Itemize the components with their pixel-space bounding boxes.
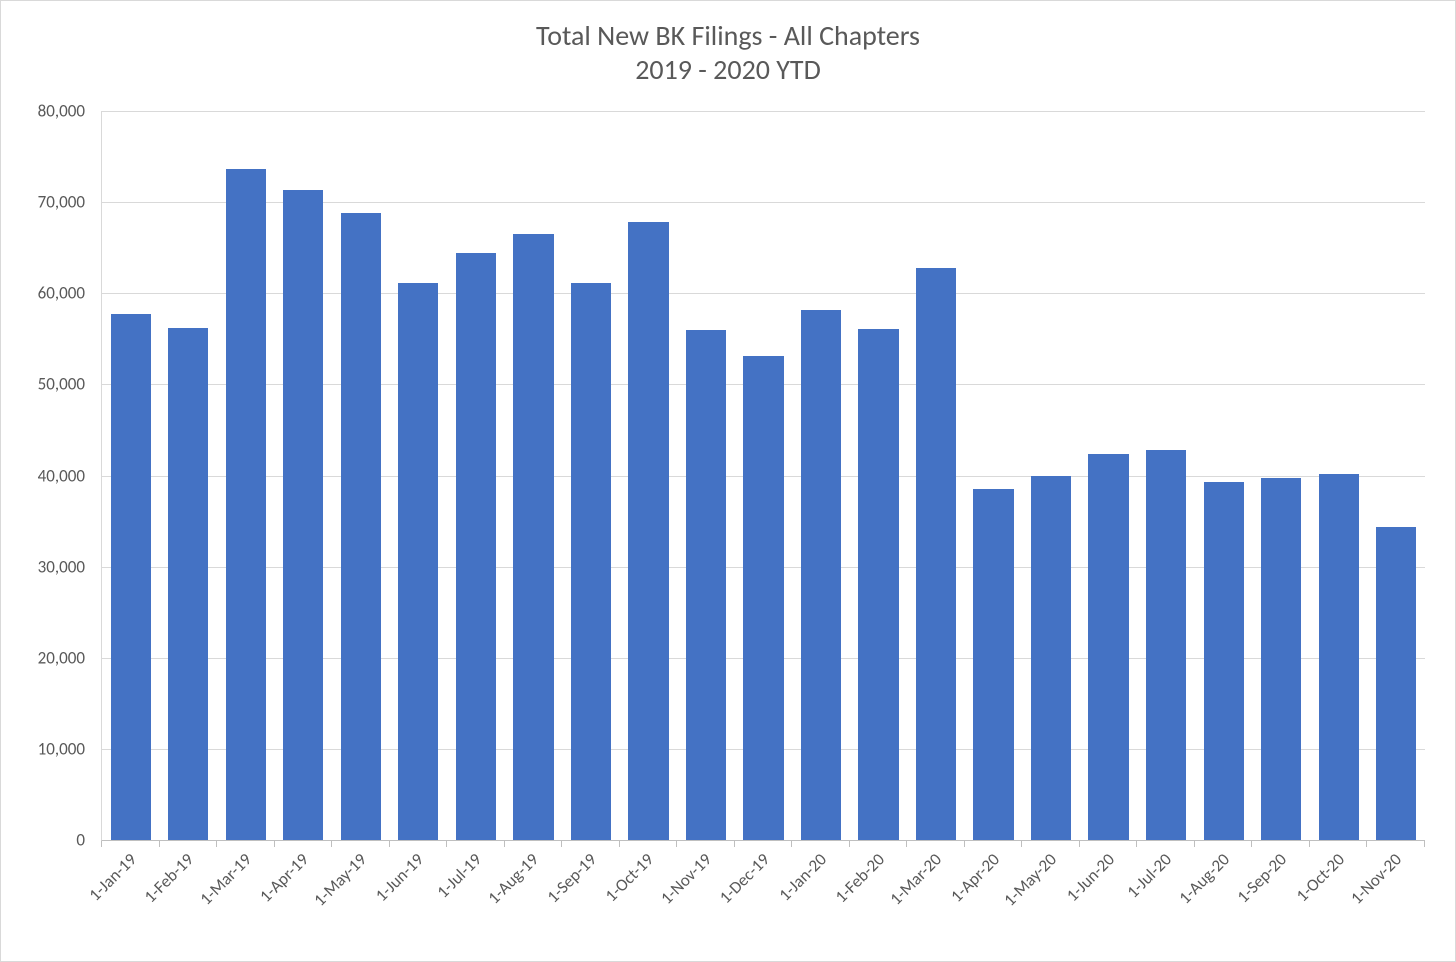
bar (283, 190, 323, 840)
bar (973, 489, 1013, 840)
x-tick-label: 1-Sep-19 (542, 849, 600, 907)
y-tick-label: 70,000 (38, 192, 85, 213)
chart-frame: Total New BK Filings - All Chapters 2019… (0, 0, 1456, 962)
gridline (102, 111, 1425, 112)
x-tick-mark (849, 841, 850, 847)
chart-title: Total New BK Filings - All Chapters 2019… (1, 19, 1455, 86)
x-tick-mark (964, 841, 965, 847)
bar (858, 329, 898, 840)
bar (571, 283, 611, 840)
x-tick-label: 1-May-19 (309, 849, 370, 910)
bar (916, 268, 956, 840)
bar (1204, 482, 1244, 840)
bar (1376, 527, 1416, 840)
bar (341, 213, 381, 840)
x-tick-mark (734, 841, 735, 847)
x-tick-mark (159, 841, 160, 847)
x-tick-label: 1-Mar-20 (886, 849, 946, 909)
bar (226, 169, 266, 840)
bar (686, 330, 726, 840)
x-tick-mark (1309, 841, 1310, 847)
x-tick-label: 1-Mar-19 (195, 849, 255, 909)
y-tick-label: 0 (76, 830, 85, 851)
bar (513, 234, 553, 840)
bar (801, 310, 841, 840)
bar (1088, 454, 1128, 840)
bar (168, 328, 208, 840)
x-tick-mark (1366, 841, 1367, 847)
x-tick-label: 1-Nov-20 (1346, 849, 1406, 909)
x-tick-label: 1-Apr-20 (946, 849, 1004, 907)
x-tick-mark (274, 841, 275, 847)
x-tick-mark (1251, 841, 1252, 847)
x-tick-label: 1-Jul-19 (432, 849, 485, 902)
bar (628, 222, 668, 840)
x-tick-mark (446, 841, 447, 847)
x-tick-mark (1136, 841, 1137, 847)
bar (743, 356, 783, 840)
x-tick-mark (331, 841, 332, 847)
x-tick-mark (906, 841, 907, 847)
y-tick-label: 80,000 (38, 101, 85, 122)
bar (1031, 476, 1071, 841)
x-tick-label: 1-Aug-20 (1174, 849, 1233, 908)
plot-area (101, 111, 1425, 841)
chart-title-line2: 2019 - 2020 YTD (635, 52, 821, 87)
x-tick-mark (1021, 841, 1022, 847)
x-tick-mark (1424, 841, 1425, 847)
plot-wrap: 0 10,000 20,000 30,000 40,000 50,000 60,000 70,… (21, 111, 1435, 951)
x-tick-label: 1-Feb-19 (140, 849, 198, 907)
x-tick-label: 1-Dec-19 (714, 849, 773, 908)
bar (111, 314, 151, 840)
bar (1261, 478, 1301, 840)
x-tick-label: 1-Aug-19 (484, 849, 543, 908)
x-tick-label: 1-Sep-20 (1233, 849, 1291, 907)
y-tick-label: 20,000 (38, 647, 85, 668)
chart-title-line1: Total New BK Filings - All Chapters (536, 18, 920, 53)
x-tick-label: 1-Jan-20 (774, 849, 830, 905)
x-tick-mark (676, 841, 677, 847)
x-tick-mark (504, 841, 505, 847)
bar (1319, 474, 1359, 840)
x-tick-mark (791, 841, 792, 847)
x-tick-label: 1-Feb-20 (830, 849, 888, 907)
y-tick-label: 50,000 (38, 374, 85, 395)
x-tick-label: 1-Jun-19 (371, 849, 428, 906)
x-tick-mark (101, 841, 102, 847)
bar (398, 283, 438, 840)
x-tick-label: 1-Jun-20 (1062, 849, 1119, 906)
x-tick-mark (561, 841, 562, 847)
y-tick-label: 40,000 (38, 465, 85, 486)
x-tick-label: 1-Nov-19 (656, 849, 716, 909)
x-tick-label: 1-Oct-19 (601, 849, 658, 906)
x-axis: 1-Jan-191-Feb-191-Mar-191-Apr-191-May-19… (101, 841, 1425, 951)
x-tick-mark (1079, 841, 1080, 847)
x-tick-mark (1194, 841, 1195, 847)
y-tick-label: 10,000 (38, 738, 85, 759)
bar (1146, 450, 1186, 840)
x-tick-label: 1-May-20 (999, 849, 1060, 910)
y-axis: 010,00020,00030,00040,00050,00060,00070,… (21, 111, 91, 841)
x-tick-label: 1-Jan-19 (84, 849, 140, 905)
x-tick-mark (619, 841, 620, 847)
x-tick-label: 1-Oct-20 (1291, 849, 1348, 906)
x-tick-label: 1-Jul-20 (1123, 849, 1176, 902)
y-tick-label: 30,000 (38, 556, 85, 577)
x-tick-label: 1-Apr-19 (256, 849, 314, 907)
y-tick-label: 60,000 (38, 283, 85, 304)
bar (456, 253, 496, 840)
x-tick-mark (216, 841, 217, 847)
x-tick-mark (389, 841, 390, 847)
